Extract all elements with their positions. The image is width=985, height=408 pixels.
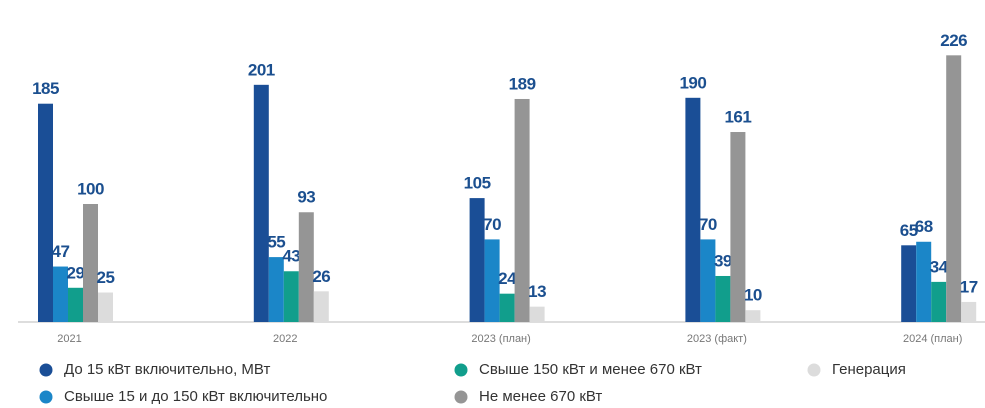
category-label: 2022	[273, 333, 297, 345]
bar	[715, 275, 731, 322]
bar	[313, 291, 329, 322]
value-label: 190	[679, 73, 706, 92]
legend-marker	[807, 363, 821, 377]
bar	[514, 98, 530, 322]
bar	[98, 292, 113, 322]
value-label: 105	[464, 174, 491, 193]
legend-label: Генерация	[832, 361, 906, 378]
legend-marker	[39, 363, 53, 377]
bar	[83, 204, 98, 322]
bar	[901, 245, 917, 322]
value-label: 43	[282, 247, 300, 266]
value-label: 65	[900, 221, 918, 240]
value-label: 47	[52, 242, 70, 261]
value-label: 201	[248, 60, 275, 79]
bar	[931, 281, 947, 322]
bar	[253, 84, 269, 322]
bar	[961, 301, 977, 322]
legend-label: Не менее 670 кВт	[479, 388, 602, 405]
bar	[268, 257, 284, 322]
bar	[499, 293, 515, 322]
value-label: 24	[498, 269, 517, 288]
value-label: 226	[940, 31, 967, 50]
bar	[685, 97, 701, 322]
bar	[946, 55, 962, 322]
category-label: 2023 (факт)	[687, 333, 747, 345]
value-label: 10	[744, 286, 762, 305]
bar	[529, 306, 545, 322]
bar	[283, 271, 299, 322]
value-label: 13	[528, 282, 546, 301]
bar	[745, 310, 761, 322]
value-label: 26	[312, 267, 330, 286]
value-label: 68	[915, 217, 933, 236]
value-label: 161	[724, 108, 751, 127]
legend-marker	[39, 390, 53, 404]
value-label: 39	[714, 251, 732, 270]
bar	[730, 132, 746, 322]
value-label: 70	[699, 215, 717, 234]
value-label: 17	[960, 277, 978, 296]
category-label: 2021	[57, 333, 81, 345]
bar	[298, 212, 314, 322]
bar	[68, 287, 83, 322]
value-label: 34	[930, 257, 949, 276]
value-label: 189	[509, 74, 536, 93]
legend-label: Свыше 150 кВт и менее 670 кВт	[479, 361, 702, 378]
value-label: 55	[267, 233, 285, 252]
bar	[484, 239, 500, 322]
legend-label: Свыше 15 и до 150 кВт включительно	[64, 388, 327, 405]
legend-marker	[454, 390, 468, 404]
bar	[916, 241, 932, 322]
value-label: 185	[32, 79, 59, 98]
value-label: 25	[97, 268, 115, 287]
bar	[38, 103, 53, 322]
legend-marker	[454, 363, 468, 377]
bar	[469, 198, 485, 322]
bar	[700, 239, 716, 322]
category-label: 2024 (план)	[903, 333, 962, 345]
legend-label: До 15 кВт включительно, МВт	[64, 361, 270, 378]
value-label: 93	[297, 188, 315, 207]
value-label: 70	[483, 215, 501, 234]
bar	[53, 266, 68, 322]
value-label: 100	[77, 179, 104, 198]
value-label: 29	[67, 263, 85, 282]
category-label: 2023 (план)	[471, 333, 530, 345]
